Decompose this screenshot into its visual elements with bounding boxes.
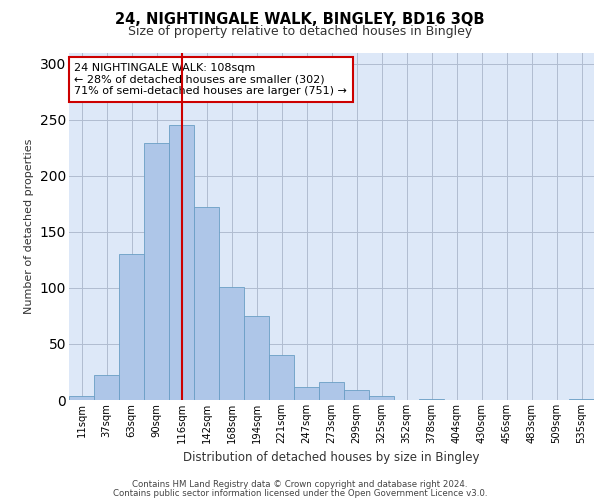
Bar <box>194 207 219 400</box>
Bar <box>319 382 344 400</box>
Bar <box>294 386 319 400</box>
Bar <box>269 355 294 400</box>
Text: 24 NIGHTINGALE WALK: 108sqm
← 28% of detached houses are smaller (302)
71% of se: 24 NIGHTINGALE WALK: 108sqm ← 28% of det… <box>74 63 347 96</box>
Bar <box>569 399 594 400</box>
Y-axis label: Number of detached properties: Number of detached properties <box>24 138 34 314</box>
Text: 24, NIGHTINGALE WALK, BINGLEY, BD16 3QB: 24, NIGHTINGALE WALK, BINGLEY, BD16 3QB <box>115 12 485 28</box>
Bar <box>169 126 194 400</box>
Bar <box>244 316 269 400</box>
Bar <box>369 396 394 400</box>
Text: Contains public sector information licensed under the Open Government Licence v3: Contains public sector information licen… <box>113 488 487 498</box>
Text: Contains HM Land Registry data © Crown copyright and database right 2024.: Contains HM Land Registry data © Crown c… <box>132 480 468 489</box>
Bar <box>94 376 119 400</box>
Text: Size of property relative to detached houses in Bingley: Size of property relative to detached ho… <box>128 25 472 38</box>
Bar <box>144 144 169 400</box>
X-axis label: Distribution of detached houses by size in Bingley: Distribution of detached houses by size … <box>183 452 480 464</box>
Bar <box>344 390 369 400</box>
Bar <box>419 399 444 400</box>
Bar <box>219 287 244 400</box>
Bar <box>69 396 94 400</box>
Bar <box>119 254 144 400</box>
